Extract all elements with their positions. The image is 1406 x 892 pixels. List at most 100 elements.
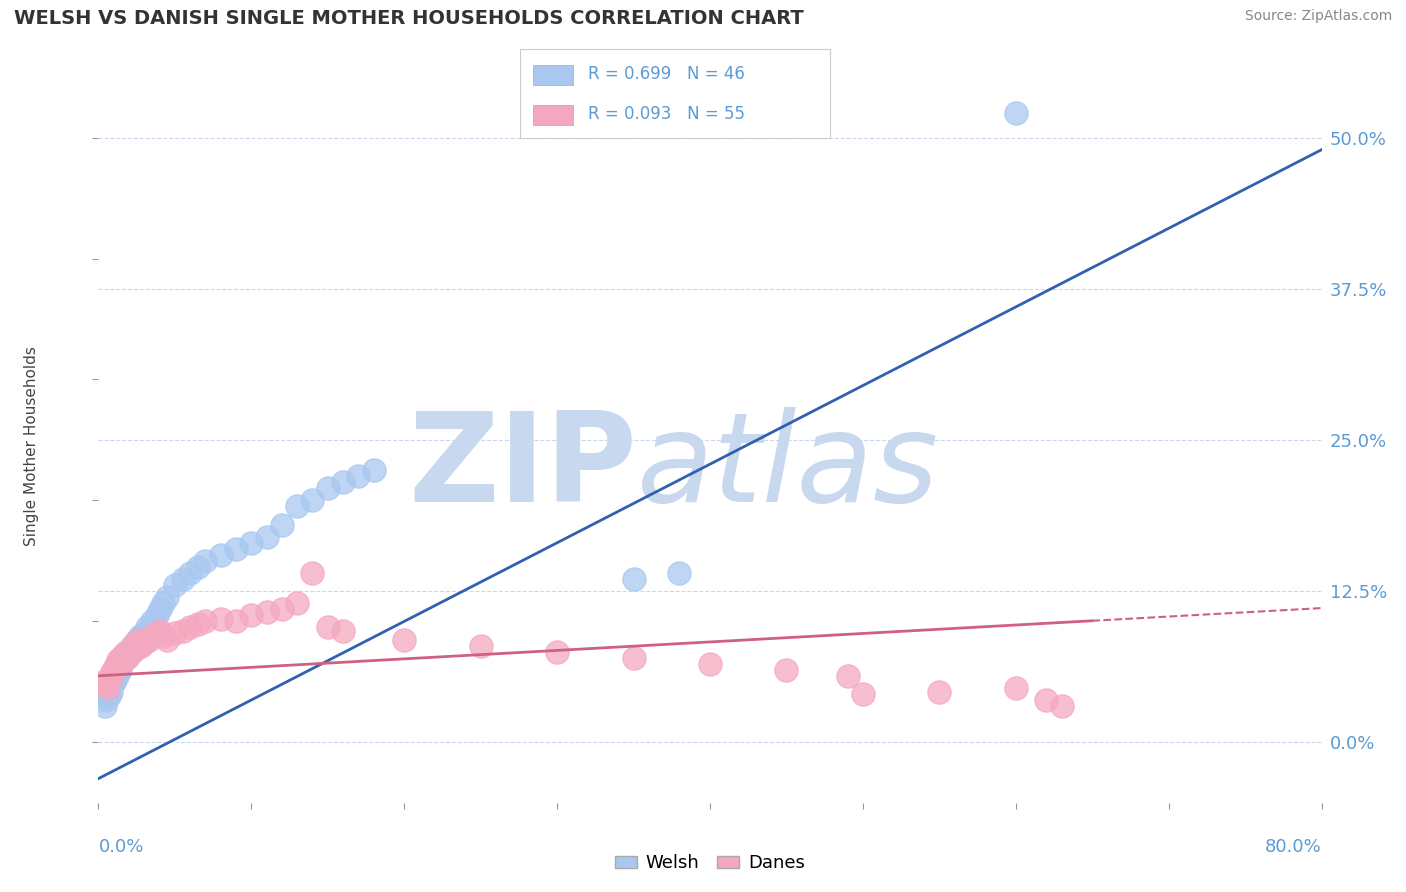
Point (125, 640, 148, 655)
Point (149, 624, 172, 638)
Point (240, 608, 263, 623)
Text: 0.0%: 0.0% (98, 838, 143, 856)
Point (194, 554, 217, 568)
Text: Single Mother Households: Single Mother Households (24, 346, 38, 546)
Point (121, 645, 143, 659)
Text: ZIP: ZIP (408, 407, 637, 528)
Point (623, 572, 645, 586)
Point (128, 629, 150, 643)
Point (129, 639, 152, 653)
Point (699, 657, 721, 671)
FancyBboxPatch shape (533, 65, 572, 85)
Point (837, 669, 859, 683)
Point (392, 632, 416, 647)
Point (775, 663, 797, 677)
Text: R = 0.699   N = 46: R = 0.699 N = 46 (588, 65, 745, 83)
FancyBboxPatch shape (533, 105, 572, 125)
Point (1050, 699, 1073, 714)
Point (316, 481, 339, 495)
Point (156, 632, 179, 647)
Point (138, 632, 160, 647)
Point (136, 620, 159, 634)
Point (118, 648, 141, 663)
Point (163, 578, 186, 592)
Point (347, 469, 370, 483)
Point (93, 699, 115, 714)
Point (107, 653, 129, 667)
Point (172, 572, 194, 586)
Point (363, 463, 385, 477)
Point (928, 684, 950, 698)
Point (187, 560, 209, 574)
Point (301, 566, 323, 580)
Point (94, 693, 117, 707)
Point (97, 681, 120, 695)
Point (121, 639, 143, 653)
Point (187, 616, 209, 631)
Point (209, 548, 232, 562)
Point (103, 663, 125, 677)
Point (124, 636, 146, 650)
Point (240, 535, 263, 549)
Point (194, 615, 217, 629)
Point (98, 673, 121, 687)
Point (111, 648, 134, 663)
Point (105, 669, 128, 683)
Point (141, 629, 163, 643)
Point (285, 596, 308, 610)
Point (104, 673, 127, 687)
Point (668, 566, 690, 580)
Point (316, 620, 339, 634)
Point (107, 665, 129, 680)
Point (179, 566, 201, 580)
Point (332, 624, 354, 638)
Point (163, 626, 186, 640)
Point (98, 690, 121, 704)
Text: WELSH VS DANISH SINGLE MOTHER HOUSEHOLDS CORRELATION CHART: WELSH VS DANISH SINGLE MOTHER HOUSEHOLDS… (14, 9, 804, 28)
Point (94, 677, 117, 691)
Point (134, 626, 156, 640)
Point (118, 645, 141, 659)
Point (152, 596, 174, 610)
Point (256, 605, 278, 619)
Point (270, 602, 292, 616)
Point (103, 674, 125, 689)
Point (125, 632, 148, 647)
Point (108, 657, 131, 671)
Point (209, 612, 232, 626)
Point (225, 615, 247, 629)
Point (110, 650, 132, 665)
Text: atlas: atlas (637, 407, 939, 528)
Point (111, 653, 134, 667)
Point (256, 530, 278, 544)
Point (91, 687, 114, 701)
Point (112, 653, 135, 667)
Point (115, 645, 138, 659)
Point (152, 629, 174, 643)
Point (852, 687, 875, 701)
Point (97, 681, 120, 695)
Point (623, 650, 645, 665)
Point (100, 669, 122, 683)
Point (301, 493, 323, 508)
Point (100, 684, 122, 698)
Point (127, 632, 149, 647)
Point (101, 677, 124, 691)
Point (1004, 106, 1026, 120)
Point (470, 639, 492, 653)
Point (104, 660, 127, 674)
Point (285, 500, 308, 514)
Point (156, 590, 179, 604)
Point (134, 636, 156, 650)
Point (179, 620, 201, 634)
Point (332, 475, 354, 490)
Text: R = 0.093   N = 55: R = 0.093 N = 55 (588, 105, 745, 123)
Point (1035, 693, 1057, 707)
Point (117, 650, 139, 665)
Point (91, 674, 114, 689)
Point (172, 624, 194, 638)
Point (105, 657, 128, 671)
Point (149, 602, 172, 616)
Point (145, 626, 167, 640)
Point (1004, 681, 1026, 695)
